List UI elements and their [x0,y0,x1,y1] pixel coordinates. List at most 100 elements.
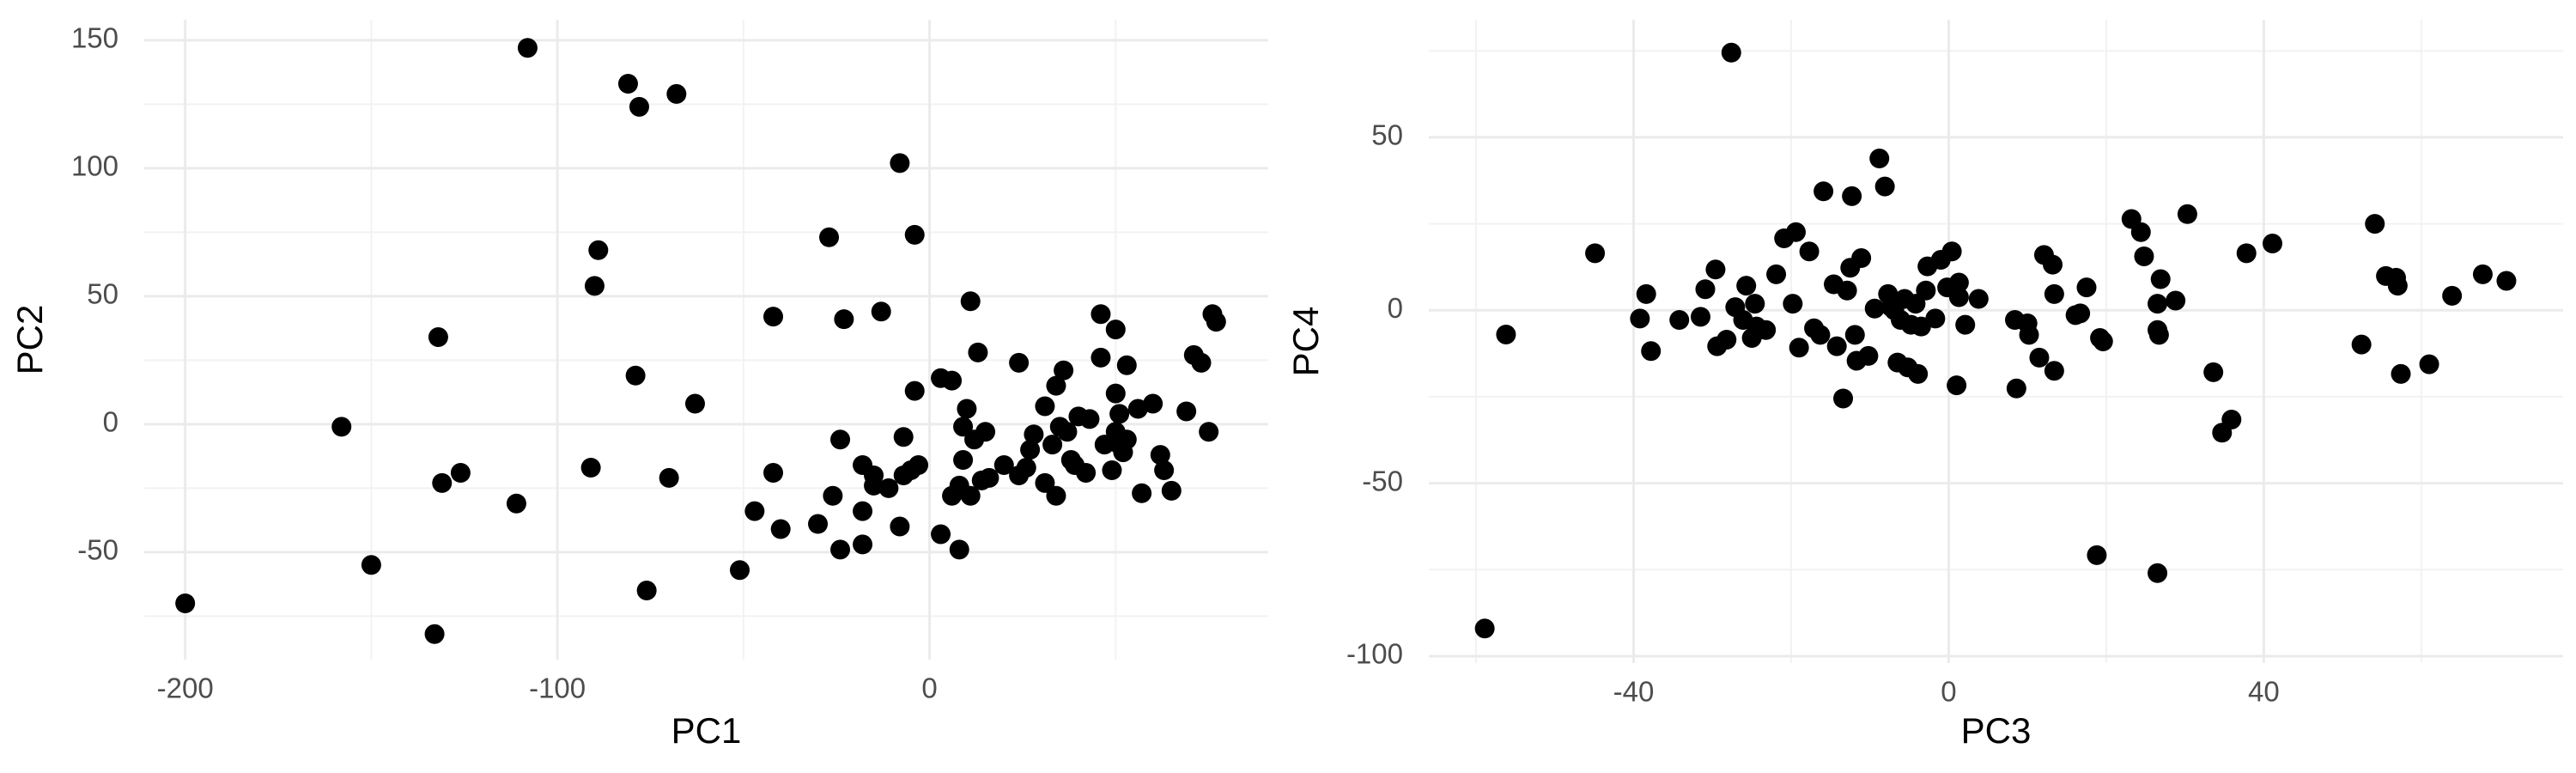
point [2148,325,2169,345]
point [960,291,981,312]
point [1105,320,1126,340]
point [864,465,884,485]
point [1833,388,1854,409]
point [2148,563,2168,583]
point [931,524,951,545]
y-tick-label: 50 [87,278,118,310]
point [953,450,974,471]
point [744,501,765,521]
point [890,516,910,537]
point [1955,314,1976,335]
point [2093,332,2113,351]
point [629,96,649,117]
point [2262,234,2282,254]
point [763,462,784,483]
y-tick-label: 50 [1371,119,1403,151]
x-tick-label: 0 [921,673,937,704]
point [1783,294,1803,314]
x-tick-label: 40 [2248,676,2280,708]
y-tick-label: 0 [1388,292,1403,324]
point [1630,308,1650,329]
point [1132,483,1152,503]
point [1116,429,1137,450]
point [871,301,891,322]
point [175,593,196,613]
y-axis-title: PC2 [9,305,50,375]
y-axis-title: PC4 [1285,307,1326,377]
y-tick-label: -100 [1346,638,1403,670]
y-tick-label: 0 [103,406,118,438]
point [853,501,873,521]
point [1094,435,1115,455]
point [1585,243,1606,264]
point [506,493,526,514]
point [2351,334,2372,355]
point [2087,545,2107,565]
point [1042,435,1063,455]
point [1496,324,1516,344]
point [1206,312,1226,332]
point [1127,399,1148,419]
point [1143,393,1163,414]
point [659,467,679,488]
point [1721,42,1741,63]
point [2177,204,2197,224]
point [1105,383,1126,404]
point [968,342,988,362]
point [949,539,969,560]
point [1690,307,1710,327]
point [1695,279,1716,300]
point [1079,409,1100,429]
point [942,370,963,391]
y-tick-label: 150 [71,22,118,54]
point [2472,264,2493,284]
point [1091,347,1111,368]
point [1161,480,1182,501]
point [1864,298,1885,319]
point [2221,410,2242,430]
point [1009,352,1030,373]
point [823,485,843,506]
point [450,462,471,483]
point [1035,472,1055,493]
point [904,224,925,245]
point [1176,401,1197,422]
x-tick-label: -200 [157,673,214,704]
point [2236,243,2257,264]
point [2019,325,2039,345]
point [1057,422,1078,442]
point [1102,460,1122,480]
point [1948,287,1969,307]
point [2387,276,2408,296]
point [1858,345,1879,366]
point [1020,440,1041,460]
point [2150,269,2171,289]
point [1046,485,1066,506]
point [1745,294,1765,314]
point [1874,176,1895,197]
point [1789,338,1809,358]
point [1968,289,1989,309]
point [1191,352,1212,373]
point [584,276,605,296]
point [617,74,638,94]
x-tick-label: -40 [1613,676,1655,708]
point [1669,310,1690,331]
point [1199,422,1219,442]
point [1736,276,1757,296]
point [808,514,829,534]
point [819,227,840,247]
point [1766,264,1787,284]
point [1837,280,1857,301]
point [763,307,784,327]
point [1024,424,1044,445]
point [830,429,851,450]
point [2076,277,2097,298]
point [1705,259,1726,280]
point [770,519,791,539]
point [1799,241,1820,262]
x-tick-label: -100 [529,673,586,704]
point [580,458,601,478]
point [1035,396,1055,417]
point [2134,246,2154,266]
